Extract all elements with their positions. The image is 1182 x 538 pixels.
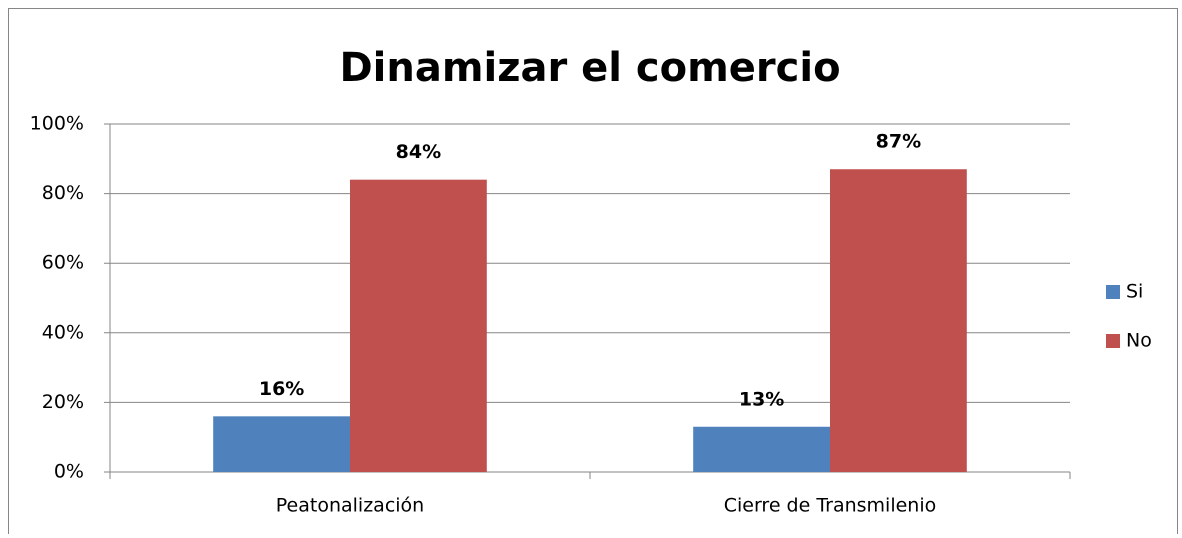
- bar: [350, 179, 487, 472]
- bar: [213, 416, 350, 472]
- y-tick-label: 60%: [42, 252, 84, 274]
- x-tick-label: Peatonalización: [276, 495, 424, 517]
- data-label: 13%: [739, 388, 784, 410]
- data-label: 87%: [876, 131, 921, 153]
- legend-swatch: [1106, 334, 1120, 348]
- y-tick-label: 40%: [42, 321, 84, 343]
- legend-label: Si: [1126, 281, 1143, 303]
- y-tick-label: 20%: [42, 391, 84, 413]
- x-tick-label: Cierre de Transmilenio: [724, 495, 937, 517]
- data-label: 16%: [259, 378, 304, 400]
- y-tick-label: 80%: [42, 182, 84, 204]
- y-tick-label: 100%: [30, 113, 84, 135]
- data-label: 84%: [396, 141, 441, 163]
- legend-swatch: [1106, 285, 1120, 299]
- bar: [830, 169, 967, 473]
- chart-title: Dinamizar el comercio: [339, 45, 840, 91]
- legend-label: No: [1126, 330, 1152, 352]
- y-tick-label: 0%: [54, 461, 84, 483]
- bar: [693, 426, 830, 472]
- chart-frame: [8, 8, 1178, 538]
